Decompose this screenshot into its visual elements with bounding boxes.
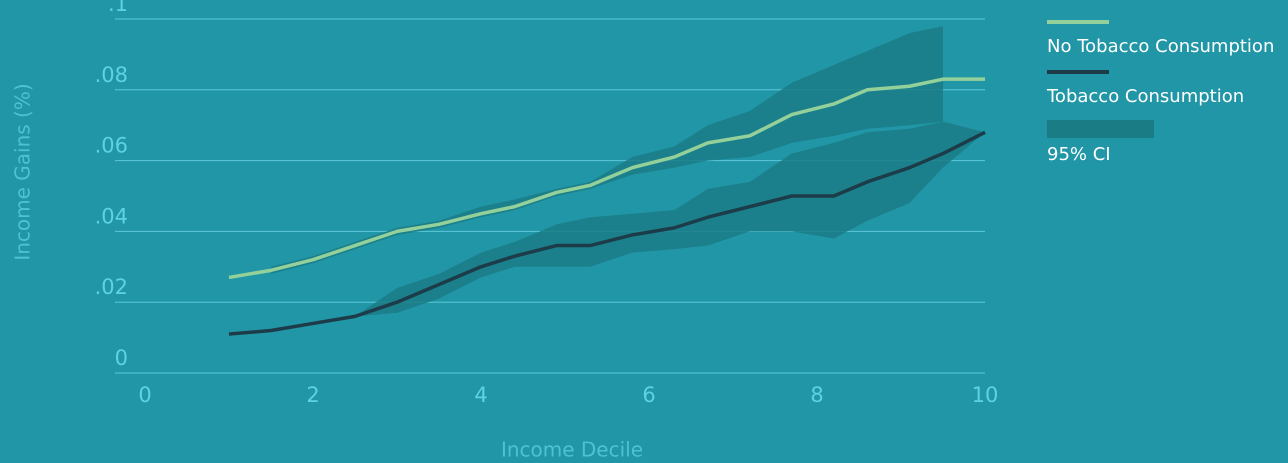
x-tick-label: 0: [138, 383, 151, 407]
legend-label: 95% CI: [1047, 144, 1111, 165]
x-tick-label: 8: [810, 383, 823, 407]
legend-item: Tobacco Consumption: [1047, 70, 1285, 110]
series-line: [228, 77, 985, 280]
legend-item: No Tobacco Consumption: [1047, 20, 1285, 60]
y-tick-label: .1: [108, 0, 128, 16]
x-axis-label: Income Decile: [501, 438, 643, 462]
ci-band: [271, 26, 943, 274]
y-tick-label: .04: [95, 204, 128, 228]
legend-swatch: [1047, 70, 1109, 74]
x-tick-label: 2: [306, 383, 319, 407]
legend-swatch: [1047, 120, 1154, 138]
y-tick-label: 0: [115, 346, 128, 370]
y-tick-label: .06: [95, 134, 128, 158]
y-tick-label: .02: [95, 275, 128, 299]
x-tick-label: 4: [474, 383, 487, 407]
y-tick-label: .08: [95, 63, 128, 87]
legend-swatch: [1047, 20, 1109, 24]
legend-label: No Tobacco Consumption: [1047, 36, 1275, 57]
chart: Income Decile Income Gains (%) 0 .02 .04 .0…: [11, 0, 999, 462]
legend-label: Tobacco Consumption: [1047, 86, 1245, 107]
legend: No Tobacco Consumption Tobacco Consumptio…: [1047, 20, 1285, 178]
x-tick-label: 10: [972, 383, 999, 407]
y-axis-label: Income Gains (%): [11, 83, 35, 260]
series-line: [228, 130, 986, 336]
legend-item: 95% CI: [1047, 120, 1285, 168]
ci-band: [355, 121, 985, 317]
x-tick-label: 6: [642, 383, 655, 407]
